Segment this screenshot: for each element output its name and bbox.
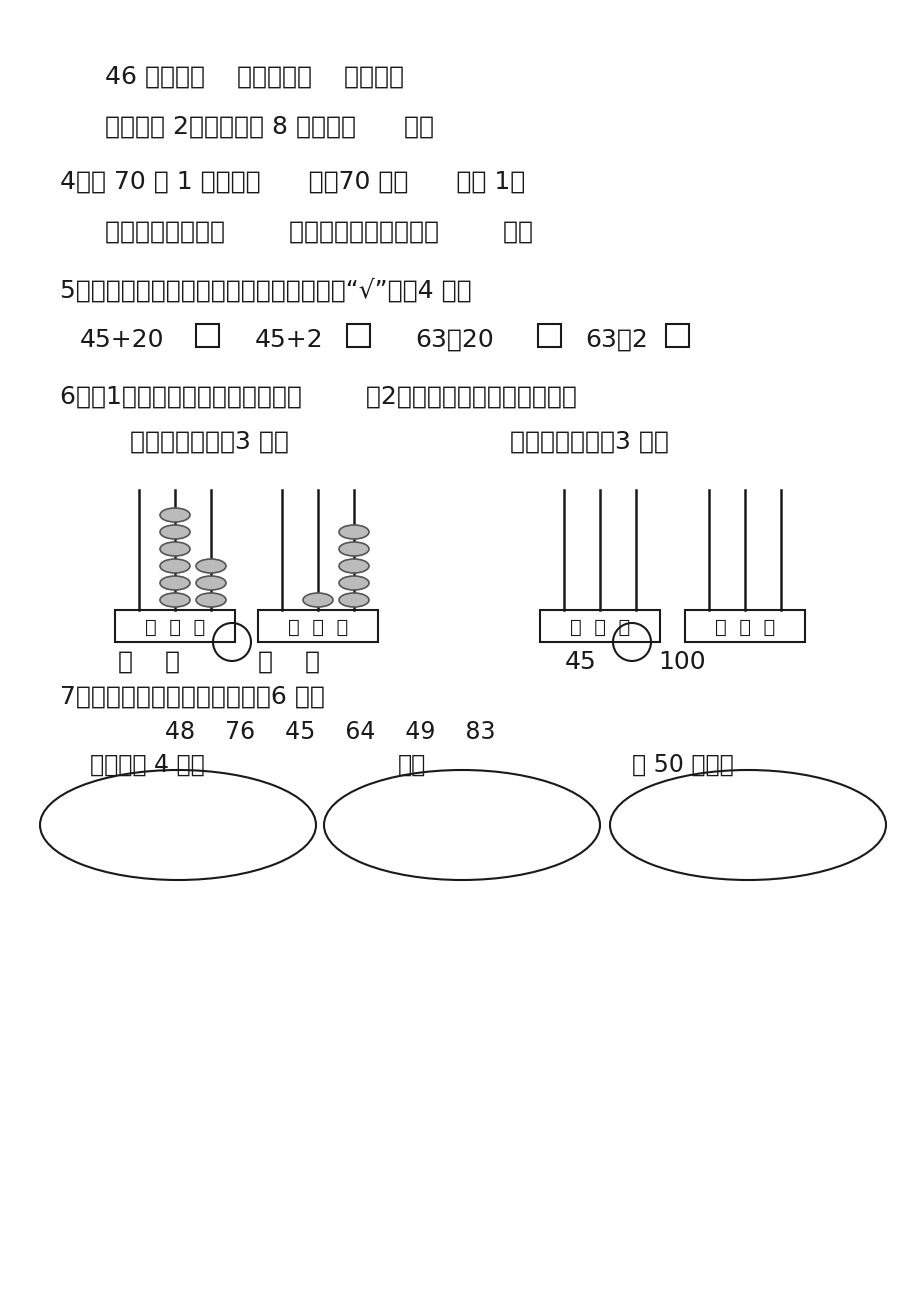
Bar — [257, 610, 378, 642]
Bar — [346, 324, 369, 347]
Ellipse shape — [196, 593, 226, 607]
Text: 5、估一估，在得数是六十多的算式后面画“√”。（4 分）: 5、估一估，在得数是六十多的算式后面画“√”。（4 分） — [60, 278, 471, 303]
Text: 7、选择合适的数填在圈里。（6 分）: 7、选择合适的数填在圈里。（6 分） — [60, 685, 324, 708]
Bar — [196, 324, 219, 347]
Text: 46 里面有（    ）个十和（    ）个一。: 46 里面有（ ）个十和（ ）个一。 — [105, 65, 403, 88]
Ellipse shape — [196, 576, 226, 590]
Ellipse shape — [338, 542, 369, 556]
Ellipse shape — [302, 593, 333, 607]
Ellipse shape — [160, 559, 190, 573]
Text: 再比较大小。（3 分）: 再比较大小。（3 分） — [130, 430, 289, 454]
Ellipse shape — [160, 542, 190, 556]
Text: 48    76    45    64    49    83: 48 76 45 64 49 83 — [165, 720, 495, 744]
Text: 十位上是 4 的数: 十位上是 4 的数 — [90, 753, 205, 777]
Text: 6、（1）根据计数器先写出得数，        （2）在计数器上先画出算珠，: 6、（1）根据计数器先写出得数， （2）在计数器上先画出算珠， — [60, 385, 576, 410]
Ellipse shape — [338, 593, 369, 607]
Text: 45: 45 — [564, 650, 596, 673]
Ellipse shape — [160, 593, 190, 607]
Text: 比 50 大的数: 比 50 大的数 — [631, 753, 733, 777]
Text: 百  十  个: 百 十 个 — [569, 618, 630, 637]
Bar — [115, 610, 234, 642]
Text: 4、比 70 小 1 的数是（      ），70 比（      ）小 1。: 4、比 70 小 1 的数是（ ），70 比（ ）小 1。 — [60, 170, 525, 194]
Text: 单数: 单数 — [398, 753, 425, 777]
Ellipse shape — [338, 525, 369, 540]
Text: 百  十  个: 百 十 个 — [288, 618, 347, 637]
Text: 百  十  个: 百 十 个 — [144, 618, 205, 637]
Bar — [538, 324, 561, 347]
Text: 63－20: 63－20 — [414, 328, 494, 352]
Text: 再比较大小。（3 分）: 再比较大小。（3 分） — [509, 430, 668, 454]
Text: 63－2: 63－2 — [584, 328, 647, 352]
Bar — [685, 610, 804, 642]
Text: 最大的两位数是（        ）。最小的两位数是（        ）。: 最大的两位数是（ ）。最小的两位数是（ ）。 — [105, 220, 532, 244]
Ellipse shape — [160, 508, 190, 523]
Ellipse shape — [160, 525, 190, 540]
Text: 45+2: 45+2 — [255, 328, 323, 352]
Ellipse shape — [196, 559, 226, 573]
Text: 百  十  个: 百 十 个 — [714, 618, 775, 637]
Bar — [539, 610, 659, 642]
Text: （    ）: （ ） — [257, 650, 320, 673]
Ellipse shape — [160, 576, 190, 590]
Text: 100: 100 — [657, 650, 705, 673]
Text: 个位上是 2，十位上是 8 的数是（      ）。: 个位上是 2，十位上是 8 的数是（ ）。 — [105, 114, 434, 139]
Ellipse shape — [338, 576, 369, 590]
Ellipse shape — [338, 559, 369, 573]
Text: 45+20: 45+20 — [80, 328, 165, 352]
Bar — [665, 324, 688, 347]
Text: （    ）: （ ） — [118, 650, 180, 673]
